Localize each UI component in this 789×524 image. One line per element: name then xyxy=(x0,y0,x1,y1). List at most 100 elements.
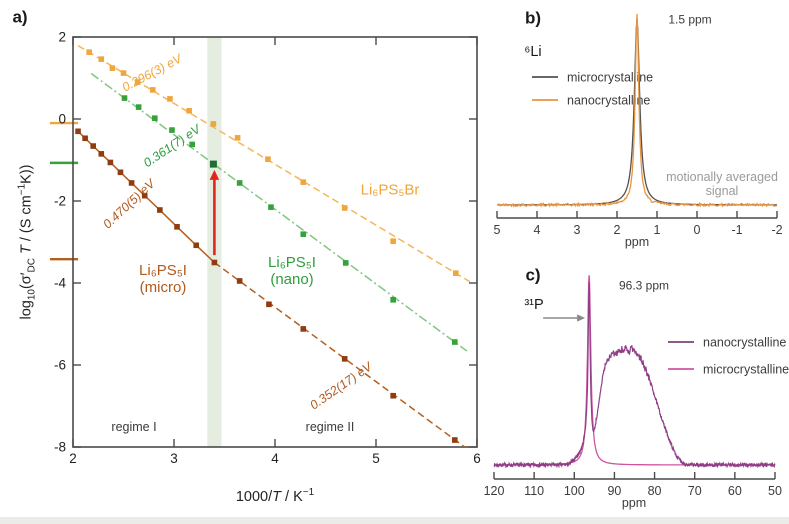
y-tick-label: -4 xyxy=(54,276,66,291)
data-point xyxy=(107,159,114,166)
x-tick-label: 2 xyxy=(69,451,77,466)
data-point xyxy=(121,95,128,101)
data-point xyxy=(452,270,459,276)
data-point xyxy=(236,180,243,186)
ppm-tick-label: 3 xyxy=(574,223,581,237)
data-point xyxy=(134,79,141,85)
xlabel-T: T xyxy=(272,488,281,505)
xlabel-K: / K xyxy=(280,488,303,505)
data-point xyxy=(341,205,348,211)
panel-a-y-axis-label: log10(σ′DC T / (S cm−1K)) xyxy=(17,164,38,319)
data-point xyxy=(109,65,116,71)
data-point xyxy=(135,104,142,110)
ppm-tick-label: 100 xyxy=(564,484,585,498)
gray-pointer-arrow-head xyxy=(577,314,586,322)
data-point xyxy=(300,231,307,238)
data-point xyxy=(390,238,396,244)
x-tick-label: 5 xyxy=(372,451,380,466)
ppm-tick-label: 2 xyxy=(614,223,621,237)
panel-a-x-axis-label: 1000/T / K−1 xyxy=(236,487,314,505)
legend-label: nanocrystalline xyxy=(703,336,786,350)
data-point xyxy=(86,49,92,55)
data-point xyxy=(167,96,173,102)
spectrum-nanocrystalline-31p xyxy=(493,281,776,469)
data-point xyxy=(211,259,218,266)
data-point xyxy=(152,115,158,121)
data-point xyxy=(174,224,180,230)
ppm-tick-label: 110 xyxy=(524,484,544,498)
data-point xyxy=(390,392,396,399)
data-point xyxy=(390,297,396,303)
data-point xyxy=(451,437,458,443)
data-point xyxy=(189,141,195,148)
data-point xyxy=(117,169,124,176)
ppm-tick-label: 120 xyxy=(484,484,505,498)
data-point xyxy=(268,204,274,210)
fit-line xyxy=(90,72,468,352)
plot-frame xyxy=(72,36,478,448)
legend-label: nanocrystalline xyxy=(567,94,650,108)
ylabel-log: log xyxy=(18,300,35,320)
ylabel-sup-m1: −1 xyxy=(16,183,28,196)
ppm-tick-label: 0 xyxy=(694,223,701,237)
data-point xyxy=(341,356,348,362)
page-edge-strip xyxy=(0,517,789,524)
y-tick-label: -6 xyxy=(54,358,66,373)
data-point xyxy=(98,56,105,62)
ppm-tick-label: 80 xyxy=(648,484,662,498)
data-point xyxy=(451,339,458,345)
highlighted-data-point xyxy=(209,160,217,168)
y-tick-label: 0 xyxy=(58,112,66,127)
data-point xyxy=(128,180,135,186)
data-point xyxy=(120,70,127,76)
ppm-tick-label: 60 xyxy=(728,484,742,498)
data-point xyxy=(300,326,307,332)
ppm-tick-label: 70 xyxy=(688,484,702,498)
data-point xyxy=(193,242,200,249)
data-point xyxy=(98,151,105,157)
data-point xyxy=(236,278,243,284)
ppm-axis-unit: ppm xyxy=(622,496,646,510)
ylabel-sub-10: 10 xyxy=(26,289,38,301)
data-point xyxy=(210,121,217,127)
ppm-tick-label: 4 xyxy=(534,223,541,237)
data-point xyxy=(82,135,88,142)
spectrum-microcrystalline-6li xyxy=(497,18,777,206)
red-arrow-head xyxy=(209,169,220,180)
x-tick-label: 3 xyxy=(170,451,178,466)
ylabel-sigma: (σ′ xyxy=(18,272,35,290)
xlabel-sup-m1: −1 xyxy=(302,487,315,499)
ylabel-sub-dc: DC xyxy=(26,258,38,273)
xlabel-1000: 1000/ xyxy=(235,488,273,505)
legend-label: microcrystalline xyxy=(703,363,789,377)
data-point xyxy=(265,156,271,162)
data-point xyxy=(75,128,81,135)
y-tick-label: -2 xyxy=(54,194,66,209)
ppm-tick-label: 1 xyxy=(654,223,661,237)
ylabel-units: / (S cm xyxy=(18,195,35,246)
ppm-tick-label: -2 xyxy=(771,223,782,237)
fit-line xyxy=(213,261,466,447)
data-point xyxy=(169,127,175,133)
ylabel-close: K)) xyxy=(18,164,35,184)
legend-label: microcrystalline xyxy=(567,71,653,85)
ylabel-T: T xyxy=(18,245,35,259)
data-point xyxy=(141,192,148,199)
data-point xyxy=(157,207,163,213)
y-tick-label: 2 xyxy=(58,30,66,45)
ppm-axis-unit: ppm xyxy=(625,235,649,249)
data-point xyxy=(90,143,96,149)
ppm-tick-label: 90 xyxy=(607,484,621,498)
data-point xyxy=(234,135,241,141)
spectrum-nanocrystalline-6li xyxy=(496,13,778,208)
ppm-tick-label: 50 xyxy=(768,484,782,498)
y-tick-label: -8 xyxy=(54,440,66,455)
x-tick-label: 4 xyxy=(271,451,279,466)
data-point xyxy=(149,87,156,93)
ppm-tick-label: -1 xyxy=(731,223,742,237)
data-point xyxy=(186,108,192,114)
x-tick-label: 6 xyxy=(473,451,481,466)
data-point xyxy=(300,179,307,185)
